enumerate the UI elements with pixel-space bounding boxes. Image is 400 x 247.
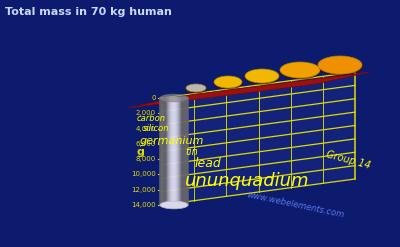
Ellipse shape xyxy=(279,62,321,80)
Text: 14,000: 14,000 xyxy=(131,202,156,208)
Text: 4,000: 4,000 xyxy=(136,125,156,132)
Text: Total mass in 70 kg human: Total mass in 70 kg human xyxy=(5,7,172,17)
Text: 6,000: 6,000 xyxy=(136,141,156,147)
Ellipse shape xyxy=(318,56,362,74)
Text: lead: lead xyxy=(195,157,222,169)
Text: 10,000: 10,000 xyxy=(131,171,156,177)
Text: 0: 0 xyxy=(152,95,156,101)
Ellipse shape xyxy=(214,76,242,88)
Ellipse shape xyxy=(185,84,207,94)
Text: carbon: carbon xyxy=(137,114,166,123)
Text: silicon: silicon xyxy=(143,124,170,132)
Text: 12,000: 12,000 xyxy=(131,187,156,193)
Polygon shape xyxy=(162,72,355,205)
Ellipse shape xyxy=(160,201,188,209)
Ellipse shape xyxy=(245,69,279,83)
Text: germanium: germanium xyxy=(140,136,204,146)
Polygon shape xyxy=(128,72,370,108)
Text: tin: tin xyxy=(185,147,198,157)
Ellipse shape xyxy=(280,62,320,78)
Ellipse shape xyxy=(186,84,206,92)
Ellipse shape xyxy=(317,57,363,76)
Ellipse shape xyxy=(244,69,280,84)
Text: g: g xyxy=(136,147,144,157)
Ellipse shape xyxy=(213,77,243,89)
Text: 8,000: 8,000 xyxy=(136,156,156,162)
Text: 2,000: 2,000 xyxy=(136,110,156,116)
Text: www.webelements.com: www.webelements.com xyxy=(246,190,344,220)
Text: ununquadium: ununquadium xyxy=(185,172,310,190)
Ellipse shape xyxy=(160,94,188,102)
Text: Group 14: Group 14 xyxy=(325,149,371,171)
